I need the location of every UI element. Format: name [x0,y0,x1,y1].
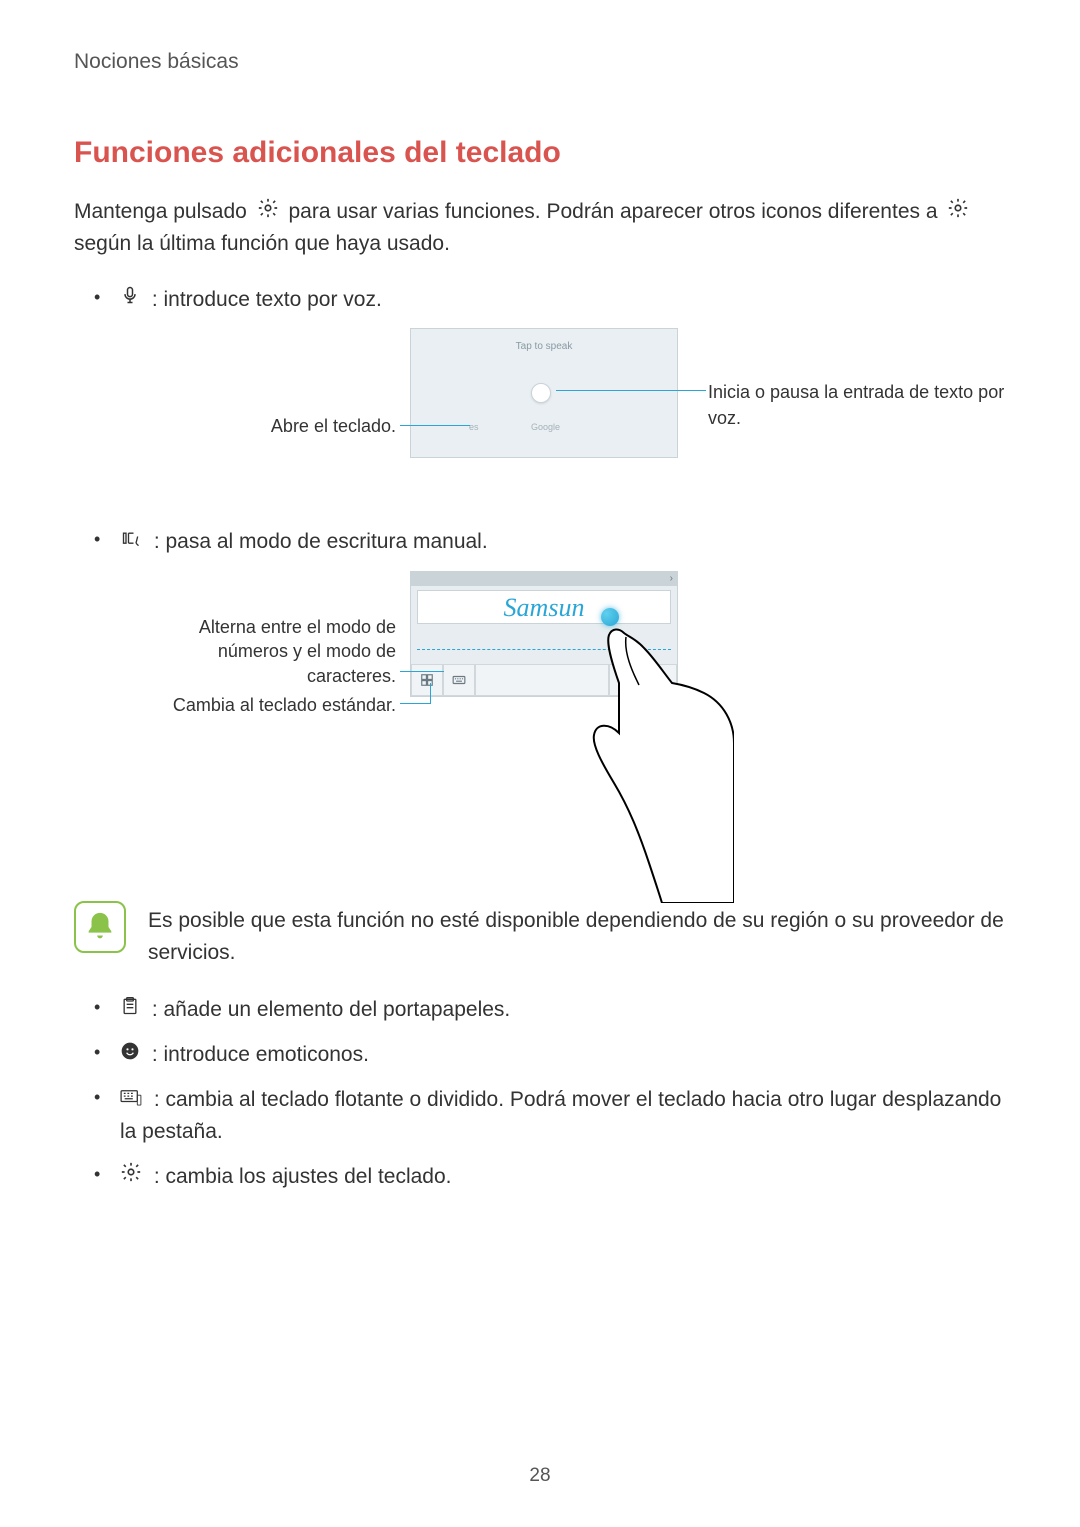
voice-start-pause-label: Inicia o pausa la entrada de texto por v… [708,380,1008,430]
bullet-emoji-text: : introduce emoticonos. [146,1043,369,1066]
voice-open-keyboard-label: Abre el teclado. [226,416,396,437]
intro-text-1: Mantenga pulsado [74,200,253,223]
spacebar-key [475,664,609,696]
leader-line [430,683,431,704]
bullet-list-top: : introduce texto por voz. [74,284,1006,317]
note-box: Es posible que esta función no esté disp… [74,901,1006,968]
handwrite-toggle-label: Alterna entre el modo de números y el mo… [152,615,396,688]
leader-line [400,671,444,672]
handwrite-baseline [417,630,671,650]
gear-icon [120,1161,142,1194]
intro-paragraph: Mantenga pulsado para usar varias funcio… [74,196,1006,260]
bullet-handwrite-text: : pasa al modo de escritura manual. [148,530,488,553]
page-number: 28 [0,1465,1080,1487]
bullet-settings: : cambia los ajustes del teclado. [94,1161,1006,1194]
mode-toggle-key [411,664,443,696]
figure-handwrite: › Samsun ↵ Alterna e [74,571,1006,891]
note-text: Es posible que esta función no esté disp… [148,901,1006,968]
bullet-list-bottom: : añade un elemento del portapapeles. : … [74,994,1006,1193]
handwrite-bottom-row: ↵ [411,664,677,696]
bullet-emoji: : introduce emoticonos. [94,1039,1006,1072]
breadcrumb: Nociones básicas [74,50,1006,74]
bullet-clipboard: : añade un elemento del portapapeles. [94,994,1006,1027]
info-bell-icon [74,901,126,953]
keyboard-float-icon [120,1084,142,1117]
backspace-key [609,664,641,696]
bullet-voice: : introduce texto por voz. [94,284,1006,317]
bullet-handwrite: : pasa al modo de escritura manual. [94,526,1006,559]
figure-voice-input: Tap to speak es Google Abre el teclado. … [74,328,1006,508]
intro-text-2: para usar varias funciones. Podrán apare… [288,200,943,223]
leader-line [400,703,430,704]
bullet-voice-text: : introduce texto por voz. [146,288,382,311]
handwrite-topbar: › [411,572,677,586]
enter-key: ↵ [641,664,677,696]
handwrite-mock: › Samsun ↵ [410,571,678,697]
bullet-clipboard-text: : añade un elemento del portapapeles. [146,998,510,1021]
bullet-floating: : cambia al teclado flotante o dividido.… [94,1084,1006,1149]
voice-input-mock: Tap to speak es Google [410,328,678,458]
leader-line [556,390,706,391]
section-title: Funciones adicionales del teclado [74,136,1006,170]
bullet-list-handwrite: : pasa al modo de escritura manual. [74,526,1006,559]
handwrite-icon [120,527,142,560]
intro-text-3: según la última función que haya usado. [74,232,450,255]
settings-icon [257,197,279,229]
voice-toggle-button [531,383,551,403]
chevron-right-icon: › [670,573,673,584]
bullet-settings-text: : cambia los ajustes del teclado. [148,1165,452,1188]
bullet-floating-text: : cambia al teclado flotante o dividido.… [120,1088,1001,1144]
tap-to-speak-label: Tap to speak [411,329,677,352]
keyboard-switch-key [443,664,475,696]
settings-icon [947,197,969,229]
mic-icon [120,284,140,317]
voice-provider-label: Google [531,422,560,432]
voice-lang-label: es [469,422,479,432]
clipboard-icon [120,994,140,1027]
leader-line [400,425,470,426]
handwrite-standard-label: Cambia al teclado estándar. [134,695,396,716]
smile-icon [120,1039,140,1072]
handwrite-input: Samsun [417,590,671,624]
